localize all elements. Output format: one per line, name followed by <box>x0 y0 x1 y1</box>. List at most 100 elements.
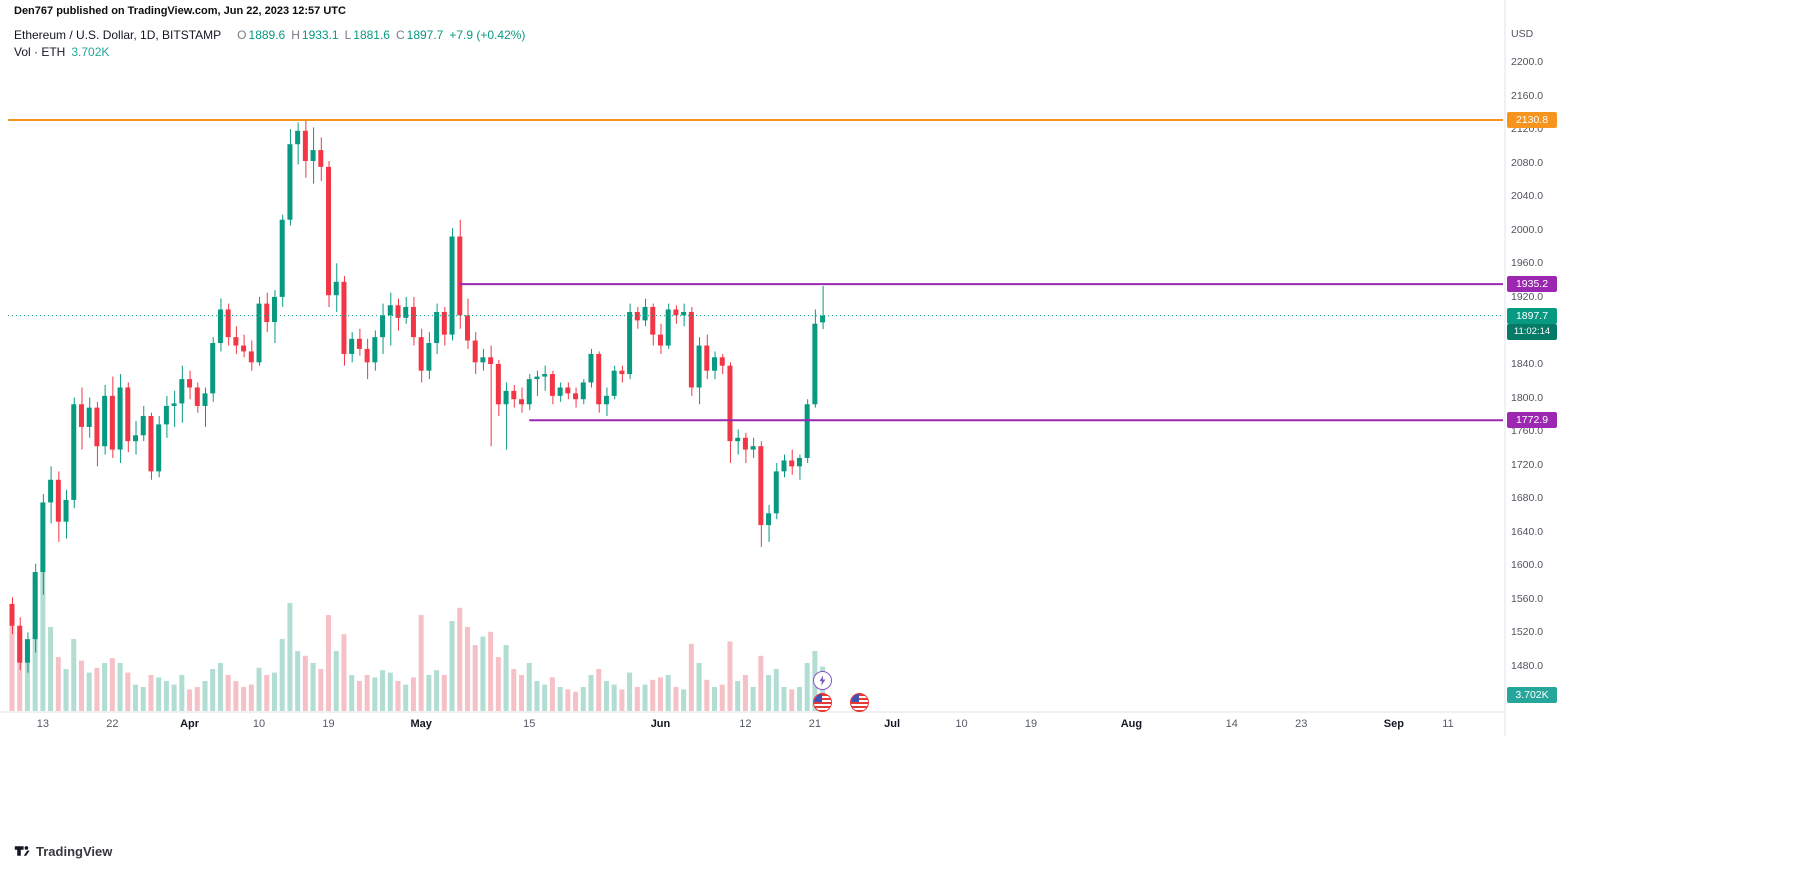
flag-reaction-badge[interactable] <box>813 693 832 712</box>
time-month-label: Aug <box>1120 718 1143 730</box>
time-day-label: 23 <box>1295 718 1308 730</box>
candle-body <box>17 625 23 663</box>
volume-bar <box>395 681 401 711</box>
candle-body <box>55 479 61 522</box>
candle-body <box>187 379 193 388</box>
volume-bar <box>133 684 139 711</box>
candle-body <box>279 219 285 297</box>
volume-bar <box>380 670 386 711</box>
candle-body <box>349 338 355 354</box>
candle-body <box>565 387 571 394</box>
candle-body <box>210 343 216 394</box>
volume-bar <box>549 677 555 711</box>
time-day-label: 10 <box>955 718 968 730</box>
candle-body <box>410 306 416 338</box>
volume-bar <box>202 681 208 711</box>
change-value: +7.9 (+0.42%) <box>449 28 526 42</box>
volume-bar <box>295 651 301 711</box>
candle-body <box>495 364 501 405</box>
volume-bar <box>102 663 108 711</box>
candle-body <box>627 311 633 375</box>
axis-currency-label: USD <box>1511 28 1534 40</box>
candle-body <box>750 446 756 450</box>
volume-bar <box>418 615 424 711</box>
volume-bar <box>9 615 15 711</box>
volume-bar <box>318 669 324 711</box>
price-tick-label: 1520.0 <box>1511 626 1544 639</box>
time-axis[interactable]: 13 22 Apr 10 19 May 15 Jun 12 21 Jul 10 19 Aug 14 23 Sep… <box>0 716 1505 736</box>
volume-bar <box>735 681 741 711</box>
volume-bar <box>457 607 463 711</box>
tradingview-logo[interactable]: TradingView <box>14 843 112 859</box>
price-tick-label: 1640.0 <box>1511 525 1544 538</box>
volume-bar <box>565 689 571 711</box>
price-tick-label: 1680.0 <box>1511 492 1544 505</box>
candle-body <box>318 150 324 167</box>
candle-body <box>133 435 139 442</box>
candle-body <box>241 345 247 352</box>
candle-body <box>464 315 470 341</box>
symbol-title[interactable]: Ethereum / U.S. Dollar, 1D, BITSTAMP <box>14 28 222 42</box>
volume-bar <box>310 663 316 711</box>
volume-bar <box>333 651 339 711</box>
volume-bar <box>742 675 748 711</box>
price-tick-label: 1840.0 <box>1511 358 1544 370</box>
candle-body <box>163 405 169 425</box>
candle-body <box>619 370 625 375</box>
candle-body <box>673 309 679 316</box>
volume-bar <box>688 643 694 711</box>
volume-bar <box>349 675 355 711</box>
volume-label: Vol · ETH <box>14 45 66 59</box>
volume-bar <box>241 687 247 711</box>
volume-bar <box>17 633 23 711</box>
candle-body <box>588 353 594 383</box>
time-month-label: Apr <box>180 718 200 730</box>
candle-body <box>24 639 30 663</box>
volume-bar <box>403 684 409 711</box>
time-day-label: 10 <box>252 718 266 730</box>
flag-reaction-badge[interactable] <box>850 693 869 712</box>
candle-body <box>573 393 579 400</box>
volume-bar <box>364 675 370 711</box>
price-axis[interactable]: USD 2200.0 2160.0 2120.0 2080.0 2040.0 2000.0… <box>1505 0 1605 740</box>
lightning-reaction-badge[interactable] <box>813 671 832 690</box>
volume-bar <box>71 639 77 711</box>
price-tick-label: 1760.0 <box>1511 425 1544 438</box>
candle-body <box>796 457 802 467</box>
candle-body <box>102 395 108 447</box>
candle-body <box>488 357 494 365</box>
volume-bar <box>248 684 254 711</box>
volume-bar <box>271 672 277 711</box>
price-tick-label: 2200.0 <box>1511 56 1544 68</box>
candle-body <box>472 340 478 363</box>
candle-body <box>681 311 687 316</box>
candle-body <box>773 471 779 514</box>
candle-body <box>657 334 663 346</box>
volume-bar <box>387 672 393 711</box>
candle-body <box>310 150 316 161</box>
candle-body <box>341 281 347 354</box>
volume-bar <box>24 645 30 711</box>
volume-bar <box>434 670 440 711</box>
volume-bar <box>712 687 718 711</box>
volume-bar <box>495 657 501 711</box>
volume-bar <box>140 687 146 711</box>
time-day-label: 19 <box>1024 718 1038 730</box>
candle-body <box>179 379 185 404</box>
volume-bar <box>534 681 540 711</box>
volume-bar <box>156 677 162 711</box>
candle-body <box>742 437 748 450</box>
candle-body <box>449 236 455 335</box>
ohlc-values: O 1889.6 H 1933.1 L 1881.6 C 1897.7 +7.9 (+0.42%… <box>231 28 525 42</box>
volume-bar <box>511 669 517 711</box>
volume-bar <box>719 684 725 711</box>
candle-body <box>217 309 223 344</box>
candle-body <box>86 407 92 427</box>
level-price-label: 1935.2 <box>1507 276 1557 293</box>
candle-body <box>812 323 818 405</box>
level-price-label: 2130.8 <box>1507 112 1557 129</box>
candle-body <box>78 404 84 427</box>
ohlc-key: O <box>237 28 247 42</box>
